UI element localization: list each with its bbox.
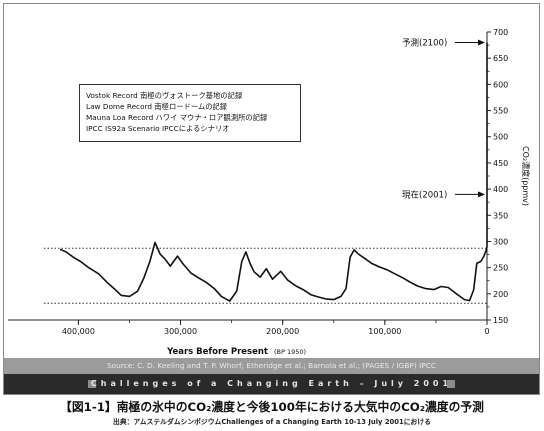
y-tick-label: 300	[493, 237, 508, 246]
y-tick-label: 500	[493, 133, 508, 142]
y-tick-label: 550	[493, 107, 508, 116]
chart-frame	[3, 3, 540, 395]
legend-entry-ipcc: IPCC IS92a Scenario IPCCによるシナリオ	[86, 124, 230, 133]
x-tick-label: 0	[484, 327, 489, 336]
y-tick-label: 650	[493, 54, 508, 63]
annotation-label: 予測(2100)	[402, 37, 447, 48]
banner-square-left	[88, 380, 96, 388]
banner-square-right	[447, 380, 455, 388]
x-tick-label: 200,000	[266, 327, 299, 336]
annotation-arrow-head	[478, 39, 485, 46]
x-tick-label: 100,000	[368, 327, 401, 336]
legend-entry-mauna-loa: Mauna Loa Record ハワイ マウナ・ロア観測所の記録	[86, 113, 268, 122]
y-tick-label: 150	[493, 316, 508, 325]
y-tick-label: 200	[493, 290, 508, 299]
annotation-label: 現在(2001)	[402, 189, 447, 200]
y-tick-label: 700	[493, 28, 508, 37]
y-axis-label: CO₂濃度(ppmv)	[521, 146, 531, 206]
x-axis-label-note: (BP 1950)	[274, 348, 306, 356]
x-tick-label: 300,000	[164, 327, 197, 336]
x-tick-label: 400,000	[62, 327, 95, 336]
annotation-arrow-head	[478, 191, 485, 198]
co2-series-0	[59, 241, 488, 302]
x-axis-label: Years Before Present	[166, 347, 268, 357]
figure-sub-caption: 出典：アムステルダムシンポジウムChallenges of a Changing…	[113, 418, 431, 426]
figure-caption: 【図1-1】南極の氷中のCO₂濃度と今後100年における大気中のCO₂濃度の予測	[60, 400, 484, 414]
y-tick-label: 350	[493, 211, 508, 220]
banner-band: Challenges of a Changing Earth – July 20…	[4, 374, 539, 394]
y-tick-label: 450	[493, 159, 508, 168]
y-tick-label: 250	[493, 264, 508, 273]
y-tick-label: 400	[493, 185, 508, 194]
y-tick-label: 600	[493, 80, 508, 89]
legend-entry-vostok: Vostok Record 南極のヴォストーク基地の記録	[86, 91, 243, 100]
source-bar: Source: C. D. Keeling and T. P. Whorf; E…	[4, 358, 539, 374]
banner-title: Challenges of a Changing Earth – July 20…	[90, 379, 453, 388]
legend: Vostok Record 南極のヴォストーク基地の記録 Law Dome Re…	[79, 84, 301, 142]
legend-entry-law-dome: Law Dome Record 南極ロードームの記録	[86, 102, 228, 111]
